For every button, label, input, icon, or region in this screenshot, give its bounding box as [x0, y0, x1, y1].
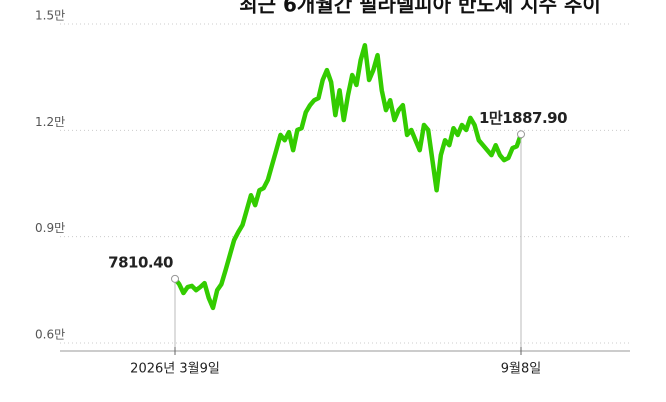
- value-label: 1만1887.90: [479, 109, 567, 127]
- value-label: 7810.40: [108, 253, 173, 271]
- y-tick-label: 0.9만: [35, 221, 65, 235]
- chart-title: 최근 6개월간 필라델피아 반도체 지수 추이: [239, 0, 601, 17]
- x-tick-label: 9월8일: [501, 362, 541, 377]
- y-tick-label: 0.6만: [35, 328, 65, 342]
- y-tick-label: 1.2만: [35, 115, 65, 129]
- end-point: [517, 130, 525, 139]
- x-tick-label: 2026년 3월9일: [130, 362, 220, 377]
- y-tick-label: 1.5만: [35, 9, 65, 23]
- data-line: [172, 43, 524, 311]
- end-point: [171, 274, 179, 283]
